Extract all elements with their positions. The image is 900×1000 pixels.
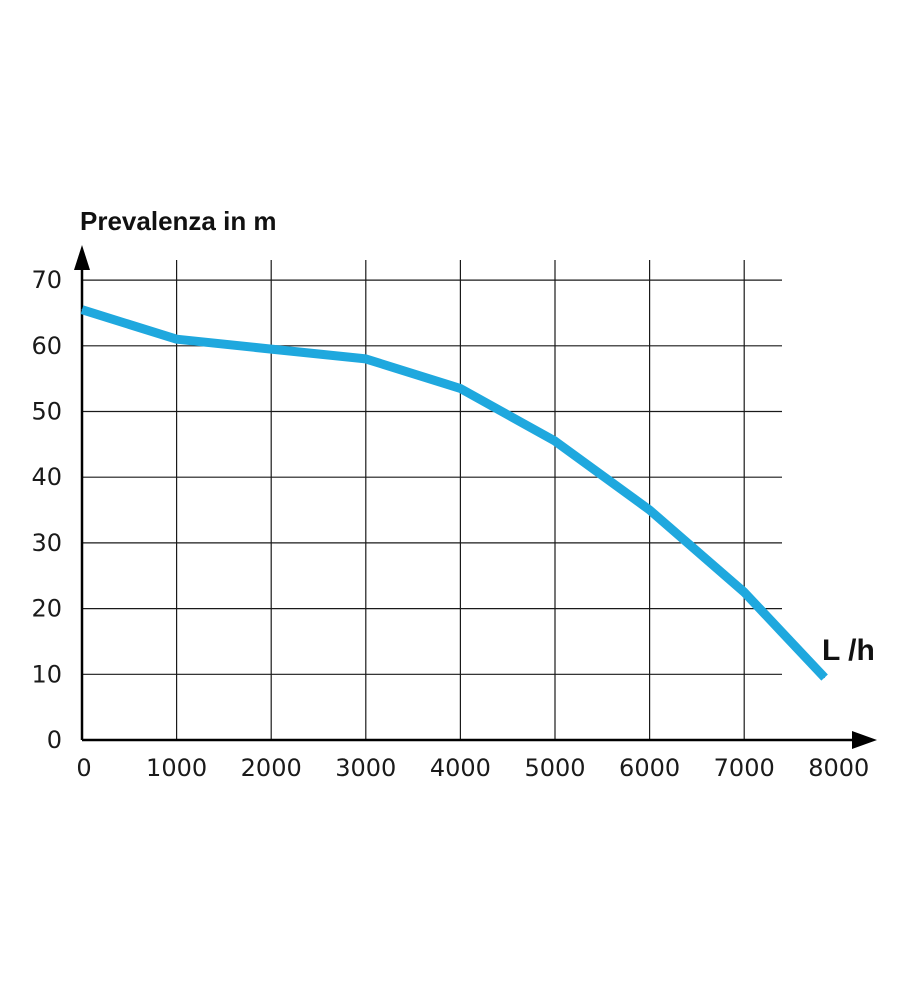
x-tick-label: 5000: [524, 754, 585, 782]
x-tick-label: 2000: [241, 754, 302, 782]
x-tick-label: 4000: [430, 754, 491, 782]
data-point: [459, 388, 461, 390]
series-line: [80, 305, 828, 681]
y-tick-label: 0: [47, 726, 62, 754]
y-tick-label: 60: [31, 332, 62, 360]
grid: [82, 260, 782, 740]
axes: [74, 245, 877, 749]
y-tick-label: 50: [31, 398, 62, 426]
x-tick-labels: 0 1000 2000 3000 4000 5000 6000 7000 8000: [76, 754, 869, 782]
x-tick-label: 6000: [619, 754, 680, 782]
x-tick-label: 0: [76, 754, 91, 782]
y-axis-arrow-icon: [74, 245, 90, 270]
series-layer: [80, 305, 828, 681]
y-tick-label: 10: [31, 660, 62, 688]
data-point: [649, 509, 651, 511]
x-tick-label: 7000: [714, 754, 775, 782]
data-point: [365, 358, 367, 360]
x-tick-label: 8000: [808, 754, 869, 782]
y-axis-title: Prevalenza in m: [80, 206, 277, 236]
data-point: [554, 440, 556, 442]
data-point: [176, 338, 178, 340]
data-point: [743, 591, 745, 593]
x-tick-label: 3000: [335, 754, 396, 782]
x-axis-arrow-icon: [852, 731, 877, 749]
y-tick-label: 30: [31, 529, 62, 557]
data-point: [81, 309, 83, 311]
y-tick-label: 40: [31, 463, 62, 491]
x-tick-label: 1000: [146, 754, 207, 782]
data-point: [824, 677, 826, 679]
y-tick-label: 70: [31, 266, 62, 294]
y-tick-label: 20: [31, 595, 62, 623]
data-point: [270, 348, 272, 350]
x-axis-title: L /h: [822, 634, 875, 667]
y-tick-labels: 0 10 20 30 40 50 60 70: [31, 266, 62, 754]
